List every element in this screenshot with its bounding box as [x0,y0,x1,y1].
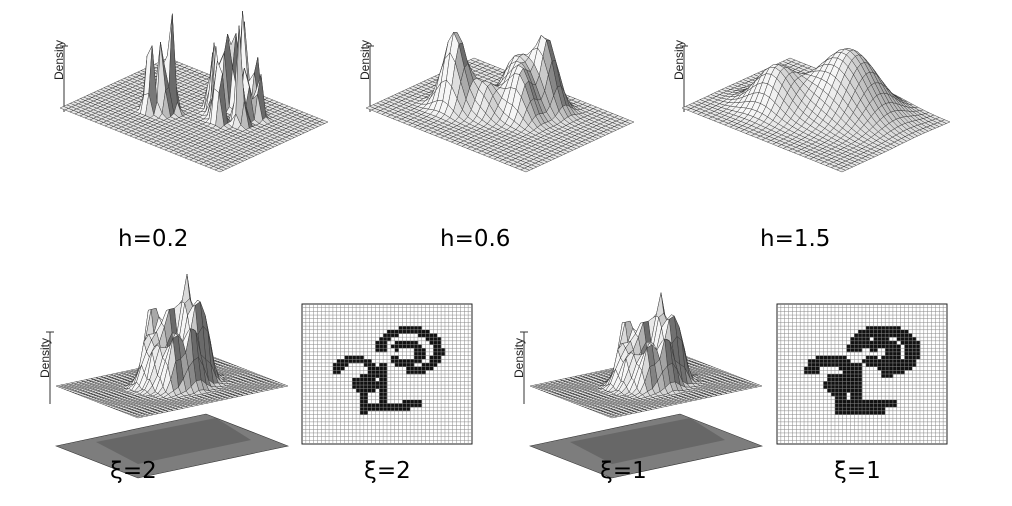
binary-grid-xi-1 [777,304,947,444]
caption-h-0-2: h=0.2 [118,226,188,252]
caption-h-1-5: h=1.5 [760,226,830,252]
caption-xi-1-grid: ξ=1 [834,458,881,484]
density-surface-h-1-5 [682,48,950,172]
density-surface-xi-1 [530,293,762,418]
binary-grid-xi-2 [302,304,472,444]
density-axis-label-2: Density [358,40,372,80]
caption-h-0-6: h=0.6 [440,226,510,252]
caption-xi-2-surface: ξ=2 [110,458,157,484]
density-axis-label-3: Density [672,40,686,80]
density-surface-xi-2 [56,274,288,418]
density-axis-label-1: Density [52,40,66,80]
caption-xi-2-grid: ξ=2 [364,458,411,484]
caption-xi-1-surface: ξ=1 [600,458,647,484]
density-surface-h-0-6 [366,32,634,172]
density-axis-label-5: Density [512,338,526,378]
density-axis-label-4: Density [38,338,52,378]
density-surface-h-0-2 [60,11,328,172]
